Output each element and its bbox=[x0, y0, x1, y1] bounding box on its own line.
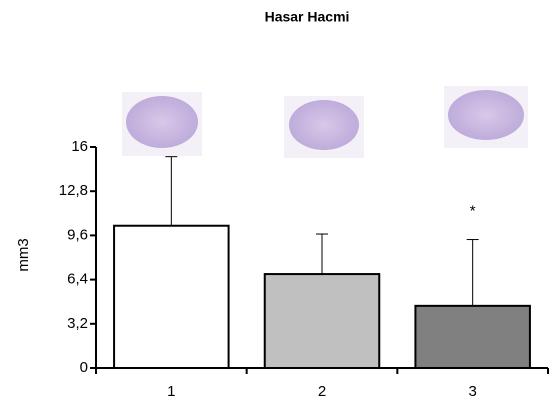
x-tick-label: 2 bbox=[318, 383, 326, 400]
bar bbox=[263, 273, 381, 370]
y-tick-label: 6,4 bbox=[67, 271, 88, 288]
y-tick-label: 0 bbox=[80, 359, 88, 376]
brain-section bbox=[448, 90, 524, 140]
bar bbox=[414, 304, 531, 369]
bar bbox=[113, 224, 230, 369]
y-tick-label: 16 bbox=[71, 138, 88, 155]
brain-section bbox=[126, 96, 198, 148]
y-tick-label: 9,6 bbox=[67, 226, 88, 243]
y-tick-label: 12,8 bbox=[59, 182, 88, 199]
y-axis-label: mm3 bbox=[15, 238, 32, 271]
chart-title: Hasar Hacmi bbox=[265, 9, 350, 25]
brain-images bbox=[122, 86, 528, 158]
x-tick-label: 3 bbox=[468, 383, 476, 400]
x-tick-label: 1 bbox=[167, 383, 175, 400]
y-tick-label: 3,2 bbox=[67, 315, 88, 332]
annotation: * bbox=[470, 203, 476, 220]
brain-section bbox=[289, 100, 359, 150]
